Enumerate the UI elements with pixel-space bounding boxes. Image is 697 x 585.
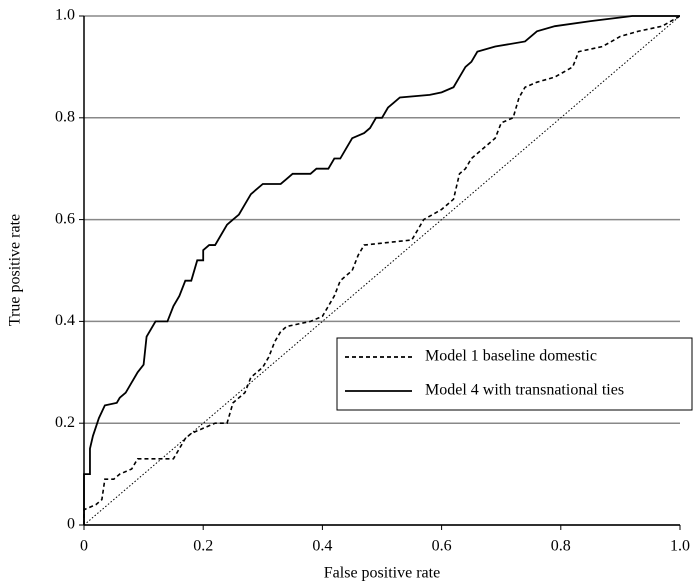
- x-tick-label: 0: [80, 538, 88, 555]
- x-tick-label: 0.6: [432, 538, 452, 555]
- y-tick-label: 0.2: [55, 414, 75, 431]
- x-tick-label: 0.2: [193, 538, 213, 555]
- x-tick-label: 0.4: [312, 538, 332, 555]
- reference-diagonal: [83, 15, 681, 526]
- series-line: [83, 15, 680, 525]
- x-tick-label: 0.8: [551, 538, 571, 555]
- y-axis-label: True positive rate: [7, 214, 24, 326]
- y-tick-label: 0: [67, 516, 75, 533]
- legend-label: Model 1 baseline domestic: [425, 348, 597, 365]
- x-tick-label: 1.0: [670, 538, 690, 555]
- y-tick-label: 1.0: [55, 7, 75, 24]
- legend-box: [336, 337, 693, 411]
- y-tick-label: 0.4: [55, 312, 75, 329]
- y-tick-label: 0.6: [55, 210, 75, 227]
- x-axis-label: False positive rate: [324, 565, 440, 582]
- series-line: [83, 15, 681, 525]
- y-tick-label: 0.8: [55, 108, 75, 125]
- legend-label: Model 4 with transnational ties: [425, 382, 624, 399]
